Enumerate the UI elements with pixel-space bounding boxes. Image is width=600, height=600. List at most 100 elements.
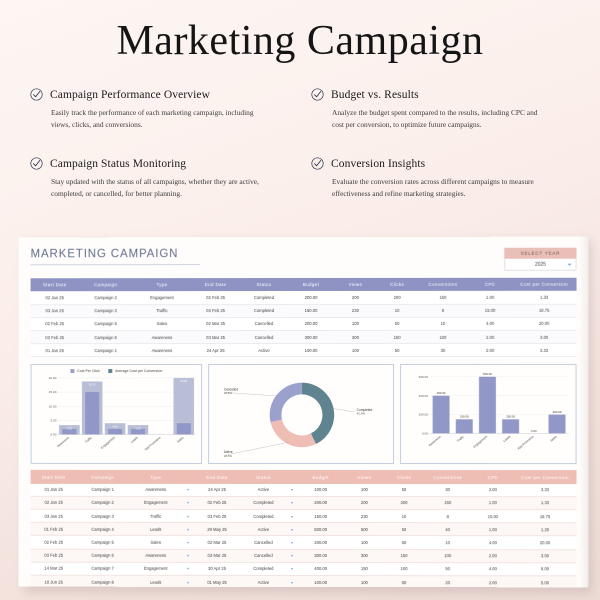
column-header-cpc[interactable]: CPC — [472, 470, 514, 484]
column-header-conversions[interactable]: Conversions — [423, 470, 473, 484]
chart-legend: Cost Per Click Average Cost per Conversi… — [35, 369, 199, 374]
chart-cost-per-click[interactable]: Cost Per Click Average Cost per Conversi… — [30, 364, 203, 465]
table-row[interactable]: 03 Feb 25 Campaign 6 Awareness 03 Mar 25 Can… — [30, 330, 577, 344]
table-cell: 03 Jan 25 — [30, 509, 77, 523]
filter-dropdown-icon-cell[interactable] — [286, 522, 298, 536]
filter-dropdown-icon-cell[interactable] — [286, 483, 298, 497]
svg-text:Engagement: Engagement — [472, 435, 488, 449]
table-cell: 03 Jan 25 — [30, 304, 79, 318]
filter-dropdown-icon-cell[interactable] — [182, 483, 194, 497]
chart-status-donut[interactable]: Completed 42.9% Active 28.6% Cancelled 28.6% — [208, 364, 395, 465]
column-header-start-date[interactable]: Start Date — [30, 278, 79, 292]
chevron-down-icon[interactable] — [291, 568, 294, 571]
column-header-campaign[interactable]: Campaign — [76, 470, 129, 484]
chevron-down-icon[interactable] — [291, 542, 294, 545]
column-header-cost-per-conversion[interactable]: Cost per Conversion — [511, 277, 577, 292]
chevron-down-icon[interactable] — [187, 528, 190, 531]
chevron-down-icon[interactable] — [187, 502, 190, 505]
table-cell: 150 — [423, 496, 473, 510]
column-header-status[interactable]: Status — [239, 278, 289, 292]
table-cell: 03 Feb 25 — [191, 304, 240, 318]
column-header-budget[interactable]: Budget — [297, 470, 344, 484]
svg-text:0.00: 0.00 — [531, 429, 537, 433]
table-row[interactable]: 03 Jan 25 Campaign 3 Traffic 03 Feb 25 Compl… — [30, 509, 577, 523]
column-header-start-date[interactable]: Start Date — [30, 470, 77, 484]
feature-description: Analyze the budget spent compared to the… — [332, 108, 538, 130]
column-header-campaign[interactable]: Campaign — [78, 278, 133, 292]
table-cell: 30 Apr 25 — [193, 562, 241, 576]
chevron-down-icon[interactable] — [187, 489, 190, 492]
table-row[interactable]: 14 Mar 25 Campaign 7 Engagement 30 Apr 25 Co… — [30, 562, 577, 576]
column-header-end-date[interactable]: End Date — [193, 470, 241, 484]
filter-dropdown-icon-cell[interactable] — [182, 549, 194, 563]
filter-dropdown-icon-cell[interactable] — [182, 562, 194, 576]
column-header-views[interactable]: Views — [343, 470, 385, 484]
column-header-clicks[interactable]: Clicks — [376, 277, 418, 292]
filter-dropdown-icon-cell[interactable] — [286, 549, 298, 563]
table-row[interactable]: 02 Feb 25 Campaign 5 Sales 02 Mar 25 Cancell… — [30, 535, 577, 550]
table-cell: Cancelled — [239, 317, 289, 331]
column-header-views[interactable]: Views — [333, 277, 377, 292]
table-cell: 02 Mar 25 — [191, 317, 240, 331]
feature-heading: Campaign Status Monitoring — [30, 157, 289, 170]
chevron-down-icon[interactable] — [291, 555, 294, 558]
table-row[interactable]: 01 Jan 25 Campaign 1 Awareness 24 Apr 25 Act… — [30, 343, 577, 357]
filter-dropdown-icon-cell[interactable] — [182, 535, 194, 550]
chart-budget[interactable]: 0.00 200.00 400.00 600.00 400.00 Awareness 150… — [400, 364, 577, 465]
chevron-down-icon[interactable] — [291, 489, 294, 492]
filter-dropdown-icon-cell[interactable] — [182, 522, 194, 536]
filter-dropdown-icon-cell[interactable] — [286, 509, 298, 523]
chevron-down-icon[interactable] — [291, 502, 294, 505]
chevron-down-icon[interactable] — [187, 555, 190, 558]
svg-text:400.00: 400.00 — [419, 394, 429, 398]
table-cell: Active — [240, 483, 287, 497]
filter-dropdown-icon-cell[interactable] — [182, 496, 194, 510]
svg-text:10.00: 10.00 — [49, 405, 57, 409]
filter-dropdown-icon-cell[interactable] — [286, 562, 298, 576]
column-header-budget[interactable]: Budget — [288, 277, 334, 292]
column-header-clicks[interactable]: Clicks — [384, 470, 424, 484]
column-header-end-date[interactable]: End Date — [191, 278, 240, 292]
column-header-cost-per-conversion[interactable]: Cost per Conversion — [513, 470, 577, 484]
table-row[interactable]: 03 Jan 25 Campaign 3 Traffic 03 Feb 25 Compl… — [30, 303, 577, 318]
chevron-down-icon[interactable] — [567, 263, 572, 266]
table-cell: 50 — [384, 536, 424, 550]
column-header-type[interactable]: Type — [132, 278, 192, 292]
filter-dropdown-icon-cell[interactable] — [182, 509, 194, 523]
chevron-down-icon[interactable] — [291, 515, 294, 518]
table-cell: 20.00 — [511, 317, 577, 331]
table-row[interactable]: 01 Feb 25 Campaign 4 Leads 29 May 25 Active 5… — [30, 522, 577, 537]
table-row[interactable]: 01 Jan 25 Campaign 1 Awareness 24 Apr 25 Act… — [30, 483, 577, 497]
filter-dropdown-icon-cell[interactable] — [182, 575, 194, 588]
table-cell: 100.00 — [288, 343, 334, 357]
filter-dropdown-icon-cell[interactable] — [286, 535, 298, 550]
chevron-down-icon[interactable] — [187, 568, 190, 571]
table-cell: 01 May 25 — [193, 575, 241, 588]
filter-dropdown-icon-cell[interactable] — [286, 575, 298, 588]
chevron-down-icon[interactable] — [187, 541, 190, 544]
year-filter[interactable]: SELECT YEAR 2025 — [504, 247, 577, 271]
chevron-down-icon[interactable] — [291, 581, 294, 584]
table-cell: 150.00 — [297, 509, 344, 523]
column-header-cpc[interactable]: CPC — [468, 277, 512, 292]
table-body: 01 Jan 25 Campaign 1 Awareness 24 Apr 25 Act… — [30, 483, 577, 588]
chevron-down-icon[interactable] — [291, 528, 294, 531]
table-row[interactable]: 02 Feb 25 Campaign 5 Sales 02 Mar 25 Cancell… — [30, 317, 577, 331]
table-row[interactable]: 02 Jan 25 Campaign 2 Engagement 02 Feb 25 Co… — [30, 291, 577, 305]
column-header-status[interactable]: Status — [240, 470, 287, 484]
year-select[interactable]: 2025 — [504, 258, 577, 271]
svg-text:3.33: 3.33 — [67, 427, 73, 431]
table-row[interactable]: 02 Jan 25 Campaign 2 Engagement 02 Feb 25 Co… — [30, 496, 577, 510]
filter-dropdown-icon-cell[interactable] — [286, 496, 298, 510]
chevron-down-icon[interactable] — [187, 515, 190, 518]
column-header-type[interactable]: Type — [128, 470, 183, 484]
table-cell: Awareness — [132, 330, 192, 344]
feature-title: Conversion Insights — [331, 157, 426, 170]
table-row[interactable]: 10 Jun 25 Campaign 8 Leads 01 May 25 Active 1… — [30, 575, 577, 588]
column-header-conversions[interactable]: Conversions — [417, 277, 469, 292]
table-cell: Cancelled — [240, 549, 287, 563]
table-cell: Leads — [128, 522, 183, 536]
chevron-down-icon[interactable] — [187, 581, 190, 584]
svg-text:3.33: 3.33 — [135, 427, 141, 431]
table-row[interactable]: 03 Feb 25 Campaign 6 Awareness 03 Mar 25 Can… — [30, 548, 577, 563]
